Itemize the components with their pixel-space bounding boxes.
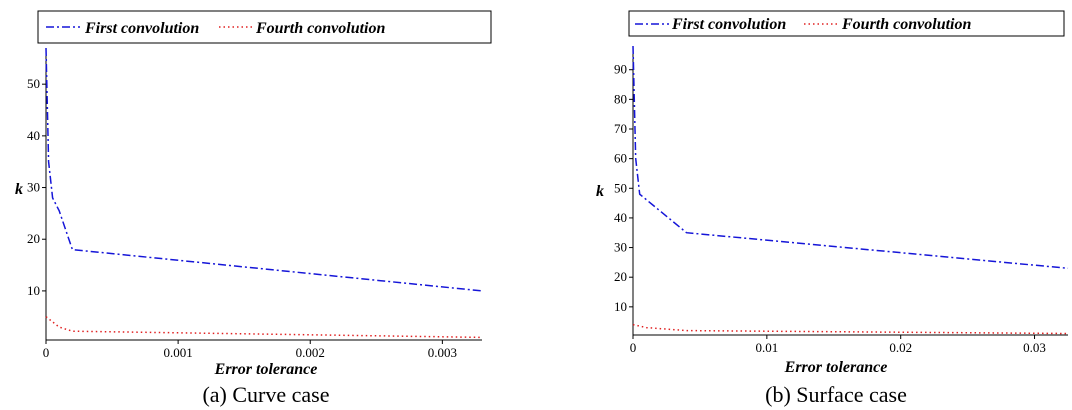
- y-tick-label: 90: [614, 62, 627, 77]
- y-tick-label: 10: [614, 299, 627, 314]
- legend-box: [37, 10, 492, 44]
- panel-curve-case: First convolution Fourth convolution 10 2…: [15, 10, 492, 407]
- tick-group: 10 20 30 40 50 0 0.001 0.002 0.003: [27, 76, 457, 360]
- panel-surface-case: First convolution Fourth convolution 10 2…: [596, 10, 1069, 407]
- x-tick-label: 0.02: [889, 340, 912, 355]
- y-tick-label: 20: [614, 269, 627, 284]
- x-tick-label: 0.003: [428, 345, 457, 360]
- legend: First convolution Fourth convolution: [628, 10, 1065, 37]
- legend-label-fourth: Fourth convolution: [255, 20, 385, 37]
- tick-group: 10 20 30 40 50 60 70 80 90 0 0.01 0.02 0.03: [614, 62, 1046, 355]
- series-line-first-convolution: [45, 47, 483, 292]
- legend: First convolution Fourth convolution: [37, 10, 492, 44]
- caption: (b) Surface case: [765, 382, 907, 407]
- legend-label-first: First convolution: [84, 20, 199, 37]
- caption: (a) Curve case: [202, 382, 329, 407]
- series-line-fourth-convolution: [45, 316, 483, 339]
- x-axis-label: Error tolerance: [214, 361, 318, 378]
- x-axis-label: Error tolerance: [784, 359, 888, 376]
- x-tick-label: 0: [43, 345, 50, 360]
- y-tick-label: 50: [27, 76, 40, 91]
- series-group: [45, 47, 483, 339]
- x-tick-label: 0: [630, 340, 637, 355]
- legend-label-first: First convolution: [671, 16, 786, 33]
- x-tick-label: 0.03: [1023, 340, 1046, 355]
- y-tick-label: 60: [614, 151, 627, 166]
- series-line-first-convolution: [632, 45, 1069, 270]
- y-tick-label: 40: [27, 128, 40, 143]
- y-tick-label: 70: [614, 121, 627, 136]
- x-tick-label: 0.01: [755, 340, 778, 355]
- x-tick-label: 0.002: [296, 345, 325, 360]
- y-tick-label: 30: [614, 240, 627, 255]
- y-tick-label: 40: [614, 210, 627, 225]
- y-axis-label: k: [15, 181, 23, 198]
- y-tick-label: 10: [27, 283, 40, 298]
- series-group: [632, 45, 1069, 335]
- y-tick-label: 50: [614, 180, 627, 195]
- y-tick-label: 20: [27, 231, 40, 246]
- x-tick-label: 0.001: [163, 345, 192, 360]
- series-line-fourth-convolution: [632, 323, 1069, 335]
- legend-label-fourth: Fourth convolution: [841, 16, 971, 33]
- y-tick-label: 80: [614, 91, 627, 106]
- y-axis-label: k: [596, 183, 604, 200]
- legend-box: [628, 10, 1065, 37]
- y-tick-label: 30: [27, 180, 40, 195]
